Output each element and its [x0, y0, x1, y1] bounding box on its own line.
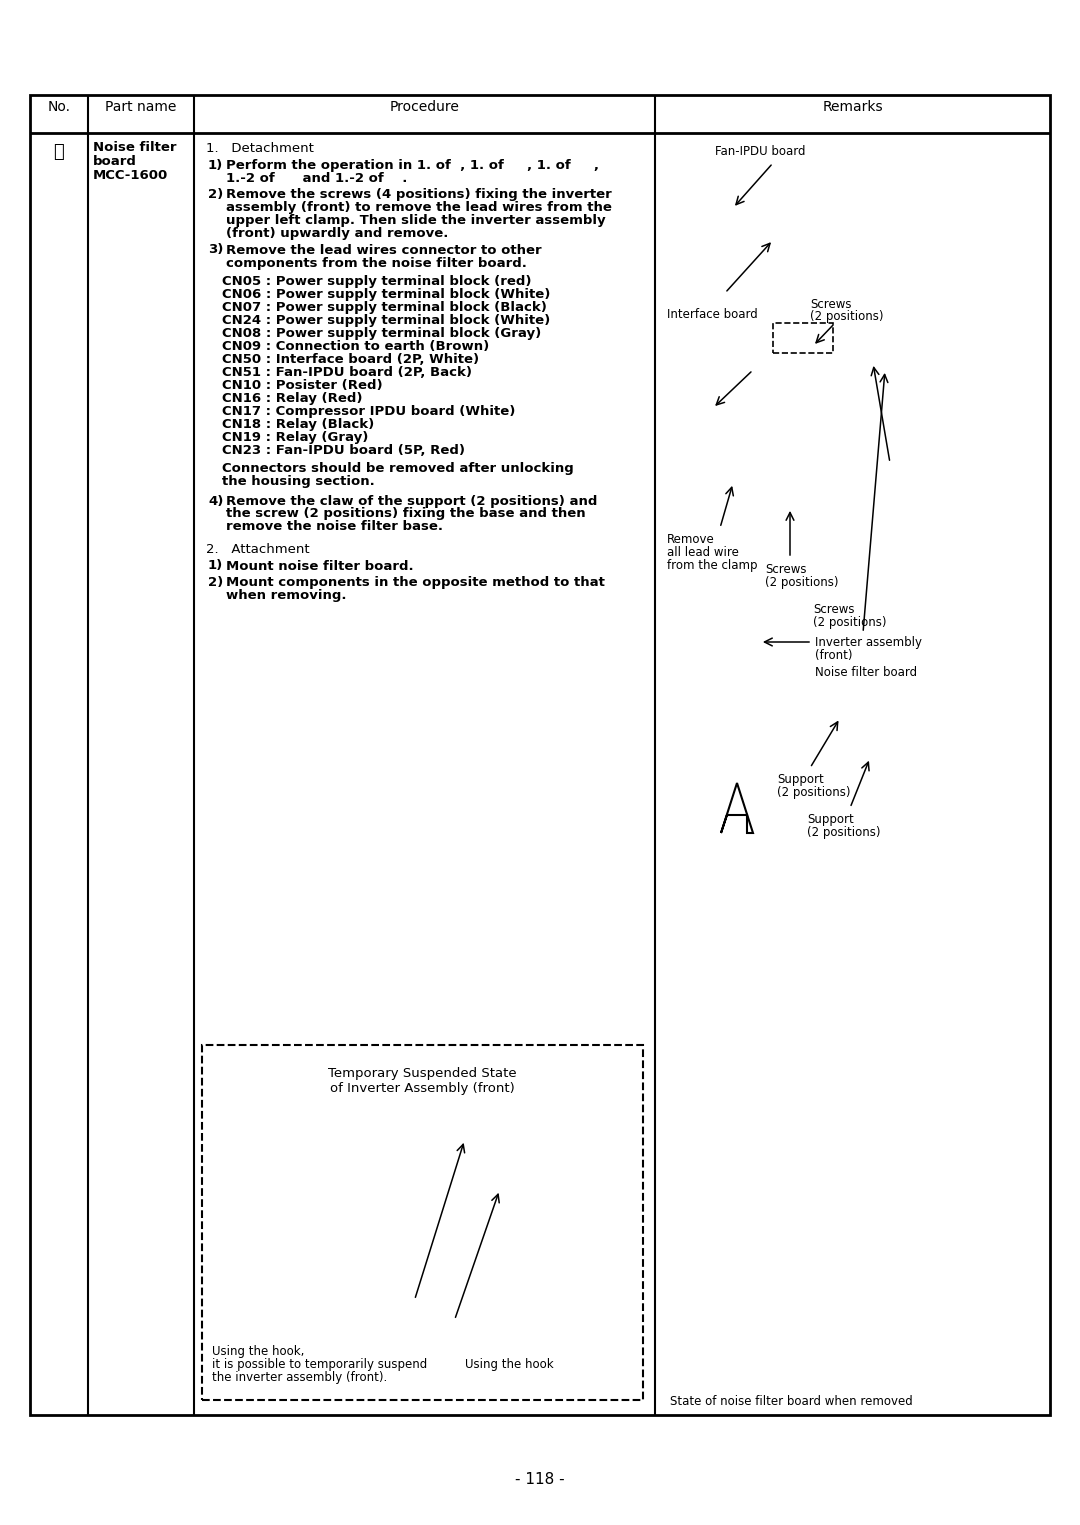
Text: the inverter assembly (front).: the inverter assembly (front). [212, 1371, 388, 1385]
Text: Mount noise filter board.: Mount noise filter board. [226, 560, 414, 572]
Text: Noise filter: Noise filter [93, 140, 176, 154]
Text: 1.   Detachment: 1. Detachment [206, 142, 314, 156]
Text: all lead wire: all lead wire [667, 546, 739, 560]
Text: CN10 : Posister (Red): CN10 : Posister (Red) [222, 380, 382, 392]
Text: 2.   Attachment: 2. Attachment [206, 543, 310, 557]
Text: Remove: Remove [667, 534, 715, 546]
Bar [773, 323, 833, 352]
Text: Mount components in the opposite method to that: Mount components in the opposite method … [226, 576, 605, 589]
Text: CN09 : Connection to earth (Brown): CN09 : Connection to earth (Brown) [222, 340, 489, 352]
Text: Remarks: Remarks [822, 101, 882, 114]
Text: the housing section.: the housing section. [222, 474, 375, 488]
Text: Fan-IPDU board: Fan-IPDU board [715, 145, 806, 159]
Text: CN18 : Relay (Black): CN18 : Relay (Black) [222, 418, 375, 432]
Text: Using the hook: Using the hook [464, 1357, 553, 1371]
Text: 1.-2 of      and 1.-2 of    .: 1.-2 of and 1.-2 of . [226, 171, 407, 185]
Text: of Inverter Assembly (front): of Inverter Assembly (front) [330, 1083, 515, 1095]
Text: Screws: Screws [765, 563, 807, 576]
Text: 2): 2) [208, 576, 224, 589]
Text: Remove the lead wires connector to other: Remove the lead wires connector to other [226, 244, 542, 256]
Text: remove the noise filter base.: remove the noise filter base. [226, 520, 443, 534]
Text: Part name: Part name [106, 101, 177, 114]
Text: Inverter assembly: Inverter assembly [815, 636, 922, 650]
Text: Screws: Screws [813, 602, 854, 616]
Text: CN05 : Power supply terminal block (red): CN05 : Power supply terminal block (red) [222, 274, 531, 288]
Text: Support: Support [777, 773, 824, 785]
Text: 1): 1) [208, 159, 224, 171]
Text: 1): 1) [208, 560, 224, 572]
Bar [202, 1045, 643, 1400]
Text: (2 positions): (2 positions) [765, 576, 838, 589]
Text: assembly (front) to remove the lead wires from the: assembly (front) to remove the lead wire… [226, 201, 612, 214]
Text: CN23 : Fan-IPDU board (5P, Red): CN23 : Fan-IPDU board (5P, Red) [222, 444, 465, 458]
Text: Noise filter board: Noise filter board [815, 666, 917, 679]
Text: CN24 : Power supply terminal block (White): CN24 : Power supply terminal block (Whit… [222, 314, 550, 326]
Text: 3): 3) [208, 244, 224, 256]
Text: Support: Support [807, 813, 854, 827]
Text: CN51 : Fan-IPDU board (2P, Back): CN51 : Fan-IPDU board (2P, Back) [222, 366, 472, 380]
Text: components from the noise filter board.: components from the noise filter board. [226, 256, 527, 270]
Text: 4): 4) [208, 494, 224, 508]
Text: (2 positions): (2 positions) [777, 785, 851, 799]
Text: Remove the screws (4 positions) fixing the inverter: Remove the screws (4 positions) fixing t… [226, 188, 611, 201]
Text: board: board [93, 156, 137, 168]
Text: CN17 : Compressor IPDU board (White): CN17 : Compressor IPDU board (White) [222, 406, 515, 418]
Text: MCC-1600: MCC-1600 [93, 169, 168, 181]
Text: Screws: Screws [810, 297, 851, 311]
Text: CN19 : Relay (Gray): CN19 : Relay (Gray) [222, 432, 368, 444]
Bar [30, 95, 1050, 1415]
Text: upper left clamp. Then slide the inverter assembly: upper left clamp. Then slide the inverte… [226, 214, 606, 227]
Text: Using the hook,: Using the hook, [212, 1345, 305, 1357]
Text: when removing.: when removing. [226, 589, 347, 602]
Text: (2 positions): (2 positions) [807, 827, 880, 839]
Text: State of noise filter board when removed: State of noise filter board when removed [670, 1395, 913, 1408]
Text: from the clamp: from the clamp [667, 560, 757, 572]
Text: (front): (front) [815, 650, 852, 662]
Text: it is possible to temporarily suspend: it is possible to temporarily suspend [212, 1357, 428, 1371]
Text: Connectors should be removed after unlocking: Connectors should be removed after unloc… [222, 462, 573, 474]
Text: CN16 : Relay (Red): CN16 : Relay (Red) [222, 392, 363, 406]
Text: Remove the claw of the support (2 positions) and: Remove the claw of the support (2 positi… [226, 494, 597, 508]
Text: Interface board: Interface board [667, 308, 758, 320]
Text: Procedure: Procedure [390, 101, 459, 114]
Text: the screw (2 positions) fixing the base and then: the screw (2 positions) fixing the base … [226, 508, 585, 520]
Text: CN06 : Power supply terminal block (White): CN06 : Power supply terminal block (Whit… [222, 288, 551, 300]
Text: (2 positions): (2 positions) [813, 616, 887, 628]
Text: (2 positions): (2 positions) [810, 310, 883, 323]
Text: CN07 : Power supply terminal block (Black): CN07 : Power supply terminal block (Blac… [222, 300, 546, 314]
Text: 2): 2) [208, 188, 224, 201]
Text: Temporary Suspended State: Temporary Suspended State [328, 1068, 517, 1080]
Polygon shape [721, 782, 753, 833]
Text: - 118 -: - 118 - [515, 1472, 565, 1487]
Text: CN50 : Interface board (2P, White): CN50 : Interface board (2P, White) [222, 352, 480, 366]
Text: Perform the operation in 1. of  , 1. of     , 1. of     ,: Perform the operation in 1. of , 1. of ,… [226, 159, 599, 171]
Text: Ⓑ: Ⓑ [54, 143, 65, 162]
Text: CN08 : Power supply terminal block (Gray): CN08 : Power supply terminal block (Gray… [222, 326, 541, 340]
Text: No.: No. [48, 101, 70, 114]
Text: (front) upwardly and remove.: (front) upwardly and remove. [226, 227, 448, 239]
